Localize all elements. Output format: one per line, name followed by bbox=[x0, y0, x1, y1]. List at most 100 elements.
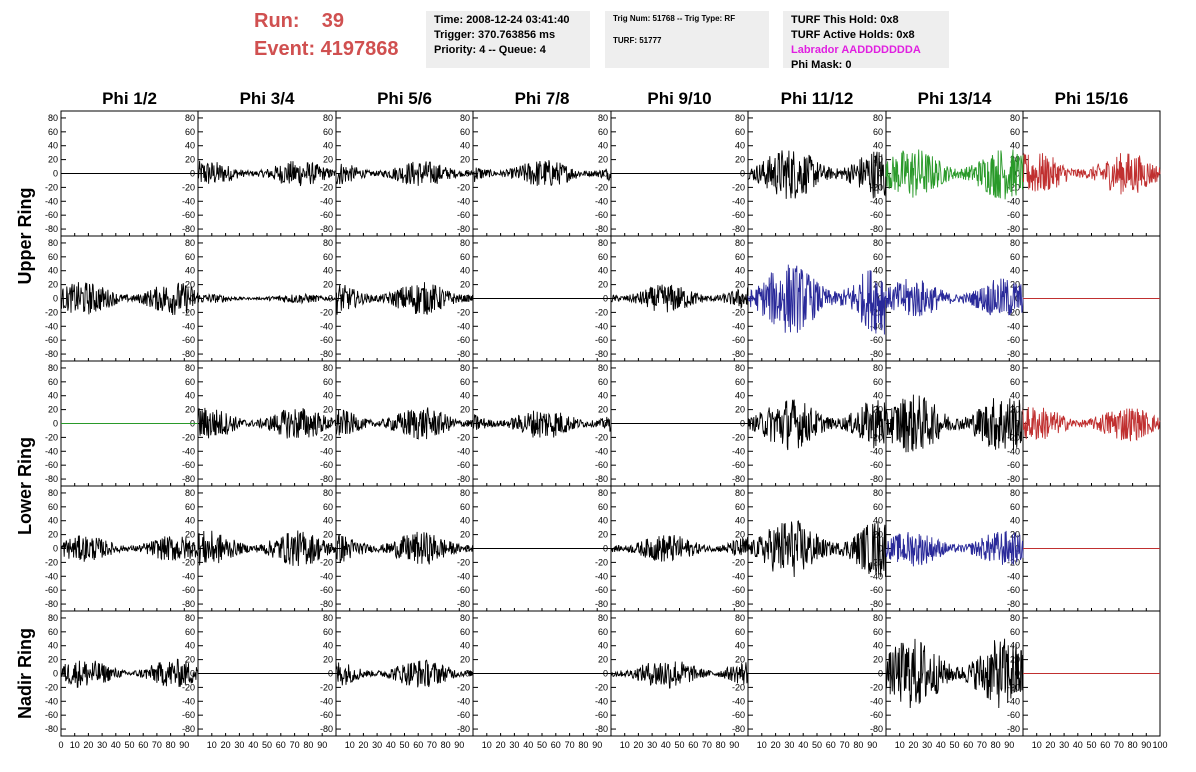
y-tick-label: 20 bbox=[185, 530, 195, 540]
y-tick-label: -80 bbox=[457, 349, 470, 359]
x-tick-label: 30 bbox=[647, 740, 657, 750]
y-tick-label: -40 bbox=[870, 196, 883, 206]
y-tick-label: -20 bbox=[45, 432, 58, 442]
y-tick-label: -80 bbox=[320, 474, 333, 484]
y-tick-label: -20 bbox=[320, 182, 333, 192]
y-tick-label: -40 bbox=[732, 321, 745, 331]
waveform-trace bbox=[60, 535, 199, 562]
y-tick-label: -60 bbox=[1007, 460, 1020, 470]
y-tick-label: 80 bbox=[1010, 113, 1020, 123]
y-tick-label: 40 bbox=[323, 516, 333, 526]
waveform-trace bbox=[335, 282, 474, 315]
y-tick-label: 80 bbox=[873, 488, 883, 498]
y-tick-label: -40 bbox=[1007, 696, 1020, 706]
waveform-trace bbox=[197, 530, 337, 567]
y-tick-label: -40 bbox=[732, 696, 745, 706]
x-tick-label: 50 bbox=[399, 740, 409, 750]
x-tick-label: 90 bbox=[867, 740, 877, 750]
x-tick-label: 80 bbox=[166, 740, 176, 750]
y-tick-label: 40 bbox=[1010, 266, 1020, 276]
x-tick-label: 10 bbox=[345, 740, 355, 750]
y-tick-label: 40 bbox=[48, 641, 58, 651]
y-tick-label: 40 bbox=[48, 391, 58, 401]
x-tick-label: 70 bbox=[977, 740, 987, 750]
y-tick-label: 20 bbox=[598, 655, 608, 665]
y-tick-label: 40 bbox=[735, 266, 745, 276]
y-tick-label: 60 bbox=[598, 252, 608, 262]
y-tick-label: -40 bbox=[182, 196, 195, 206]
y-tick-label: -80 bbox=[457, 474, 470, 484]
y-tick-label: -40 bbox=[595, 571, 608, 581]
y-tick-label: 80 bbox=[323, 613, 333, 623]
column-header: Phi 1/2 bbox=[102, 89, 157, 108]
x-tick-label: 30 bbox=[372, 740, 382, 750]
y-tick-label: 20 bbox=[323, 405, 333, 415]
y-tick-label: -20 bbox=[45, 682, 58, 692]
y-tick-label: 40 bbox=[873, 266, 883, 276]
y-tick-label: 20 bbox=[460, 280, 470, 290]
y-tick-label: 20 bbox=[323, 155, 333, 165]
y-tick-label: 60 bbox=[185, 127, 195, 137]
y-tick-label: -20 bbox=[45, 557, 58, 567]
y-tick-label: -20 bbox=[457, 182, 470, 192]
priority-text: Priority: 4 -- Queue: 4 bbox=[434, 44, 546, 56]
y-tick-label: -60 bbox=[732, 710, 745, 720]
waveform-trace bbox=[748, 150, 887, 199]
y-tick-label: 60 bbox=[323, 627, 333, 637]
y-tick-label: -40 bbox=[595, 696, 608, 706]
x-tick-label: 80 bbox=[853, 740, 863, 750]
y-tick-label: -60 bbox=[182, 585, 195, 595]
x-tick-label: 40 bbox=[386, 740, 396, 750]
waveform-trace bbox=[885, 394, 1024, 453]
y-tick-label: 20 bbox=[598, 280, 608, 290]
x-tick-label: 50 bbox=[124, 740, 134, 750]
y-tick-label: 20 bbox=[598, 530, 608, 540]
y-tick-label: -40 bbox=[320, 196, 333, 206]
y-tick-label: -20 bbox=[182, 682, 195, 692]
trig-num-text: Trig Num: 51768 -- Trig Type: RF bbox=[613, 14, 736, 23]
y-tick-label: -60 bbox=[45, 710, 58, 720]
x-tick-label: 90 bbox=[592, 740, 602, 750]
y-tick-label: 60 bbox=[323, 252, 333, 262]
y-tick-label: 60 bbox=[1010, 627, 1020, 637]
y-tick-label: 20 bbox=[1010, 155, 1020, 165]
y-tick-label: 80 bbox=[873, 613, 883, 623]
y-tick-label: 80 bbox=[185, 113, 195, 123]
y-tick-label: 40 bbox=[735, 516, 745, 526]
y-tick-label: 0 bbox=[53, 169, 58, 179]
y-tick-label: 80 bbox=[185, 488, 195, 498]
y-tick-label: 40 bbox=[1010, 141, 1020, 151]
y-tick-label: -40 bbox=[732, 571, 745, 581]
y-tick-label: 80 bbox=[1010, 238, 1020, 248]
y-tick-label: 80 bbox=[735, 488, 745, 498]
waveform-trace bbox=[747, 399, 887, 451]
x-tick-label: 90 bbox=[317, 740, 327, 750]
x-tick-label: 60 bbox=[688, 740, 698, 750]
y-tick-label: 20 bbox=[598, 155, 608, 165]
y-tick-label: 60 bbox=[48, 127, 58, 137]
y-tick-label: -60 bbox=[45, 335, 58, 345]
x-tick-label: 10 bbox=[70, 740, 80, 750]
y-tick-label: 20 bbox=[48, 405, 58, 415]
y-tick-label: 0 bbox=[603, 169, 608, 179]
x-tick-label: 60 bbox=[276, 740, 286, 750]
y-tick-label: 80 bbox=[323, 113, 333, 123]
y-tick-label: 20 bbox=[598, 405, 608, 415]
y-tick-label: 60 bbox=[323, 502, 333, 512]
y-tick-label: -80 bbox=[182, 599, 195, 609]
y-tick-label: -60 bbox=[870, 335, 883, 345]
x-tick-label: 50 bbox=[674, 740, 684, 750]
waveform-trace bbox=[885, 278, 1024, 317]
y-tick-label: 60 bbox=[735, 627, 745, 637]
y-tick-label: -80 bbox=[732, 474, 745, 484]
y-tick-label: 80 bbox=[873, 113, 883, 123]
x-tick-label: 50 bbox=[262, 740, 272, 750]
waveform-trace bbox=[885, 638, 1024, 709]
x-tick-label: 80 bbox=[578, 740, 588, 750]
row-label: Upper Ring bbox=[15, 188, 35, 285]
waveform-trace bbox=[747, 264, 887, 335]
y-tick-label: -80 bbox=[457, 599, 470, 609]
y-tick-label: -60 bbox=[595, 335, 608, 345]
y-tick-label: -60 bbox=[732, 460, 745, 470]
